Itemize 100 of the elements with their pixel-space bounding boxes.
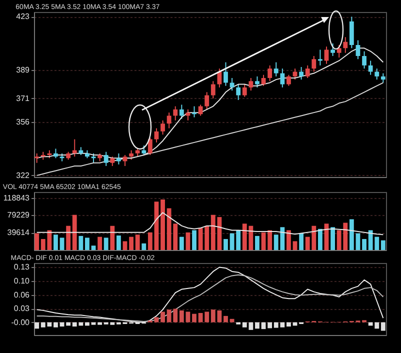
bar <box>192 314 196 322</box>
candlestick <box>160 120 165 136</box>
candlestick <box>198 104 203 116</box>
bar <box>98 322 102 325</box>
bar <box>85 238 90 250</box>
y-tick-label: 39614 <box>7 228 30 238</box>
candlestick <box>210 80 216 99</box>
bar <box>98 236 102 250</box>
bar <box>186 232 190 250</box>
bar <box>72 214 77 250</box>
candlestick <box>362 50 366 70</box>
bar <box>261 232 266 250</box>
bar <box>362 239 366 250</box>
bar <box>318 228 322 250</box>
candlestick <box>356 40 360 60</box>
y-tick-label: 0.06 <box>14 290 30 300</box>
candlestick <box>148 137 152 156</box>
candlestick <box>336 44 342 58</box>
y-tick-label: 371 <box>16 94 30 103</box>
bar <box>60 238 64 250</box>
bar <box>286 230 291 250</box>
bar <box>154 317 159 322</box>
y-tick-label: 0.13 <box>14 262 30 272</box>
line-series <box>36 266 384 323</box>
line-series <box>36 82 384 176</box>
candlestick <box>242 84 247 98</box>
candlestick <box>224 62 228 86</box>
bar <box>268 322 272 328</box>
candlestick <box>280 68 285 88</box>
y-tick-label: 356 <box>16 118 30 126</box>
line-series <box>36 212 384 236</box>
bar <box>186 312 190 322</box>
bar <box>224 239 228 250</box>
candlestick <box>122 154 128 166</box>
candlestick <box>179 104 184 120</box>
candlestick <box>349 16 354 49</box>
candlestick <box>110 156 115 166</box>
candlestick <box>318 49 322 66</box>
candlestick <box>261 74 266 86</box>
y-tick-label: 423 <box>16 12 30 22</box>
bar <box>54 322 58 328</box>
candlestick <box>286 74 291 86</box>
bar <box>116 236 121 250</box>
candlestick <box>54 148 58 159</box>
candlestick <box>142 145 146 156</box>
y-tick-label: 118843 <box>3 193 30 202</box>
bar <box>122 241 128 250</box>
candlestick <box>173 106 178 121</box>
bar <box>78 236 84 250</box>
bar <box>255 322 260 329</box>
candlestick <box>230 78 234 92</box>
bar <box>292 241 298 250</box>
bar <box>349 219 354 250</box>
bar <box>142 243 146 250</box>
candlestick <box>34 152 40 164</box>
bar <box>85 322 90 326</box>
bar <box>148 232 152 250</box>
candlestick <box>330 42 335 56</box>
bar <box>299 233 304 250</box>
bar <box>380 322 386 331</box>
candlestick <box>268 64 272 82</box>
bar <box>330 227 335 250</box>
y-tick-label: -0.00 <box>11 318 30 327</box>
y-tick-label: 322 <box>16 170 30 180</box>
candlestick <box>166 112 172 129</box>
y-tick-label: 0.10 <box>14 276 30 286</box>
bar <box>356 233 360 250</box>
candlestick <box>129 150 134 160</box>
bar <box>236 230 241 250</box>
y-tick-label: 0.03 <box>14 304 30 314</box>
y-tick-label: 79229 <box>7 210 30 220</box>
bar <box>91 246 96 250</box>
bar <box>54 234 58 250</box>
candlestick <box>72 138 77 158</box>
bar <box>224 316 228 322</box>
bar <box>286 322 291 327</box>
bar <box>110 226 115 250</box>
bar <box>104 238 108 250</box>
candlestick <box>312 56 316 72</box>
candlestick <box>374 68 380 80</box>
candlestick <box>204 92 210 110</box>
candlestick <box>380 72 386 84</box>
bar <box>230 233 234 250</box>
bar <box>66 226 71 250</box>
candlestick <box>154 128 159 143</box>
candlestick <box>104 151 108 166</box>
bar <box>268 230 272 250</box>
bar <box>179 236 184 250</box>
candlestick <box>236 84 241 100</box>
y-tick-label: 389 <box>16 66 30 75</box>
candlestick <box>255 76 260 88</box>
bar <box>66 322 71 326</box>
bar <box>179 310 184 322</box>
bar <box>129 236 134 250</box>
bar <box>380 240 386 250</box>
bar <box>34 233 40 250</box>
bar <box>230 318 234 322</box>
candlestick <box>192 106 196 118</box>
candlestick <box>299 66 304 80</box>
bar <box>160 199 165 250</box>
